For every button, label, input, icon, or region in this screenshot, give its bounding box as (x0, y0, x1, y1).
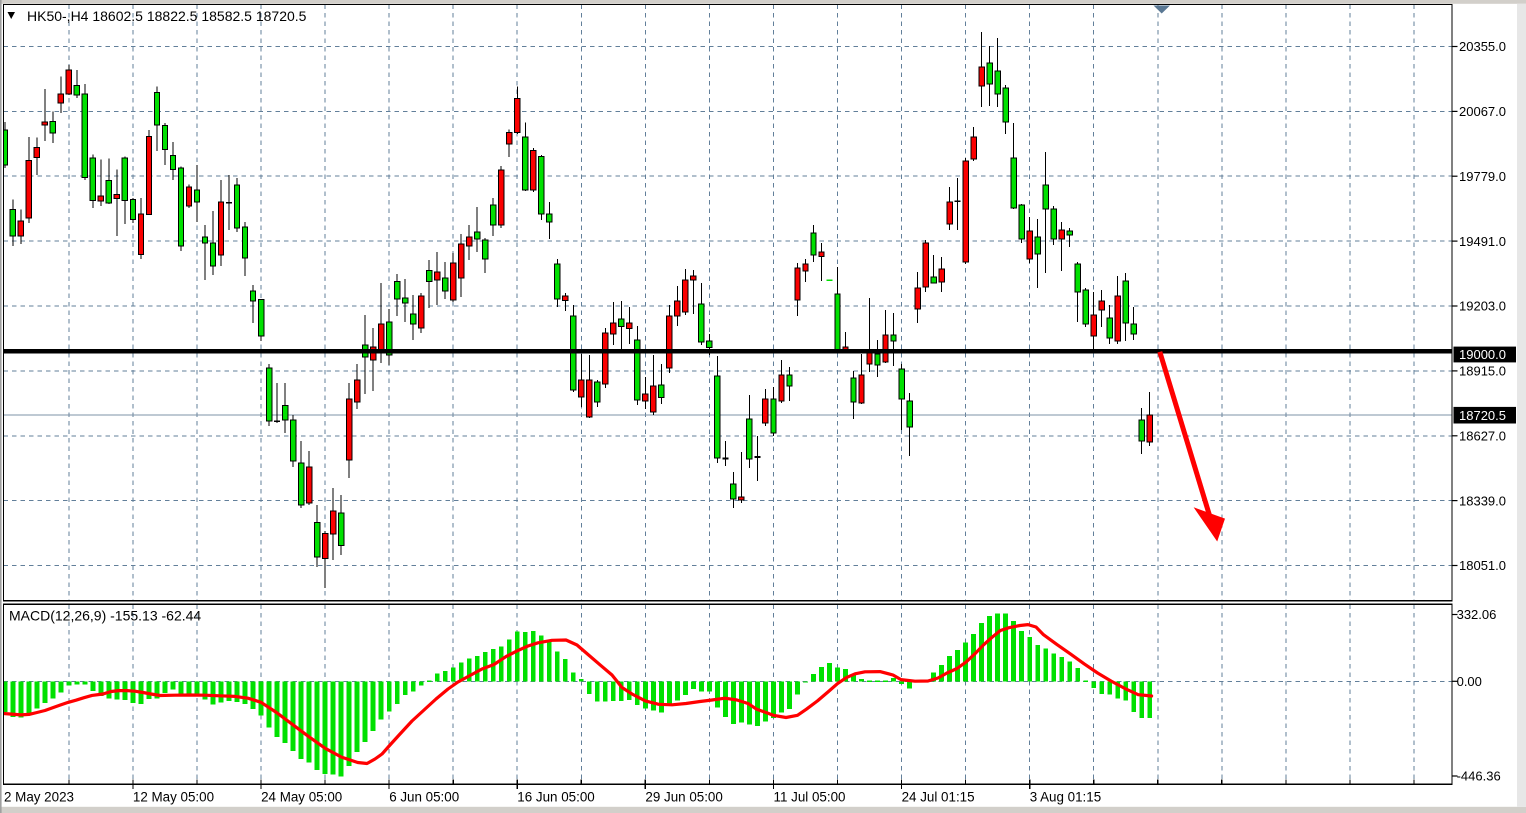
svg-text:16 Jun 05:00: 16 Jun 05:00 (517, 789, 594, 804)
svg-text:20067.0: 20067.0 (1459, 104, 1506, 119)
svg-text:18720.5: 18720.5 (1459, 408, 1506, 423)
svg-text:29 Jun 05:00: 29 Jun 05:00 (645, 789, 722, 804)
svg-text:11 Jul 05:00: 11 Jul 05:00 (774, 789, 846, 804)
svg-text:332.06: 332.06 (1457, 607, 1497, 622)
svg-text:3 Aug 01:15: 3 Aug 01:15 (1030, 789, 1101, 804)
svg-text:24 May 05:00: 24 May 05:00 (261, 789, 342, 804)
svg-text:19779.0: 19779.0 (1459, 169, 1506, 184)
svg-text:24 Jul 01:15: 24 Jul 01:15 (902, 789, 975, 804)
svg-text:18339.0: 18339.0 (1459, 493, 1506, 508)
svg-text:0.00: 0.00 (1457, 674, 1482, 689)
svg-text:18915.0: 18915.0 (1459, 364, 1506, 379)
svg-text:20355.0: 20355.0 (1459, 39, 1506, 54)
svg-text:MACD(12,26,9) -155.13 -62.44: MACD(12,26,9) -155.13 -62.44 (9, 608, 201, 624)
svg-text:HK50-,H4 18602.5 18822.5 1858: HK50-,H4 18602.5 18822.5 18582.5 18720.5 (27, 8, 307, 24)
svg-text:19000.0: 19000.0 (1459, 347, 1506, 362)
svg-text:19491.0: 19491.0 (1459, 234, 1506, 249)
svg-text:2 May 2023: 2 May 2023 (4, 789, 74, 804)
svg-text:19203.0: 19203.0 (1459, 299, 1506, 314)
svg-text:18051.0: 18051.0 (1459, 558, 1506, 573)
svg-text:-446.36: -446.36 (1457, 769, 1501, 784)
svg-text:6 Jun 05:00: 6 Jun 05:00 (389, 789, 459, 804)
svg-text:18627.0: 18627.0 (1459, 428, 1506, 443)
svg-text:12 May 05:00: 12 May 05:00 (133, 789, 214, 804)
